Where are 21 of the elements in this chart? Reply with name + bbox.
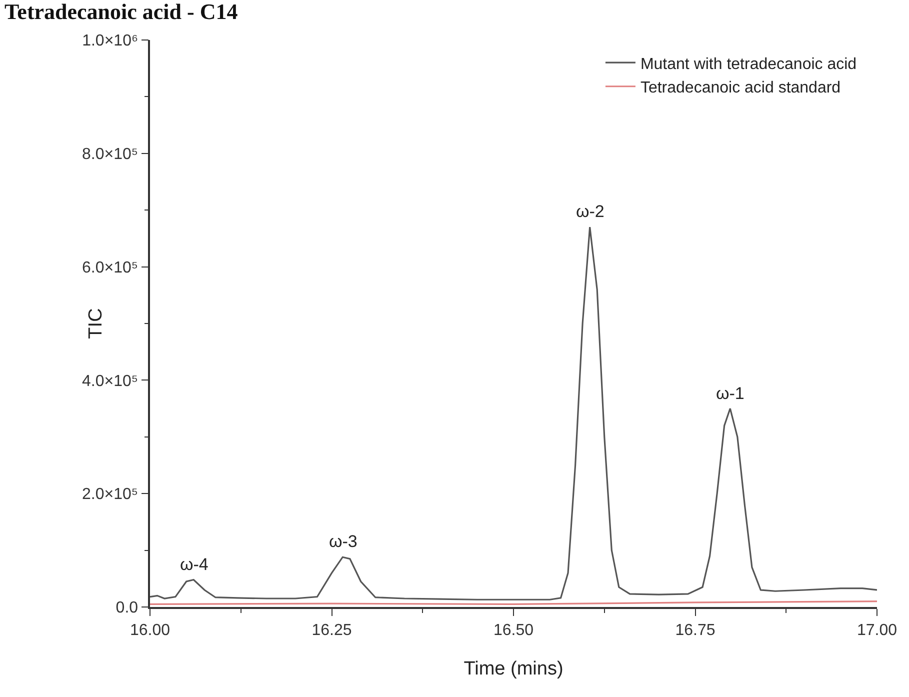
x-tick-label: 16.25 [312,622,352,639]
x-axis-title: Time (mins) [464,658,564,680]
annotation: ω-1 [716,384,744,403]
y-tick-label: 6.0×10⁵ [82,259,138,276]
annotation: ω-3 [329,532,358,551]
chart-title: Tetradecanoic acid - C14 [4,0,238,24]
y-tick-label: 4.0×10⁵ [82,372,138,390]
x-tick-label: 16.00 [130,622,170,639]
y-axis-title: TIC [86,308,106,339]
legend-label: Mutant with tetradecanoic acid [640,56,857,73]
annotation: ω-2 [576,202,604,221]
x-tick-label: 16.75 [675,622,716,639]
y-tick-label: 8.0×10⁵ [82,146,138,163]
line-series [150,226,877,600]
y-tick-label: 2.0×10⁵ [82,486,138,504]
legend-label: Tetradecanoic acid standard [640,80,841,97]
y-tick-label: 0.0 [116,600,138,617]
annotation: ω-4 [180,555,208,574]
y-tick-label: 1.0×10⁶ [82,32,138,50]
x-tick-label: 17.00 [856,622,898,639]
x-tick-label: 16.50 [493,622,534,639]
